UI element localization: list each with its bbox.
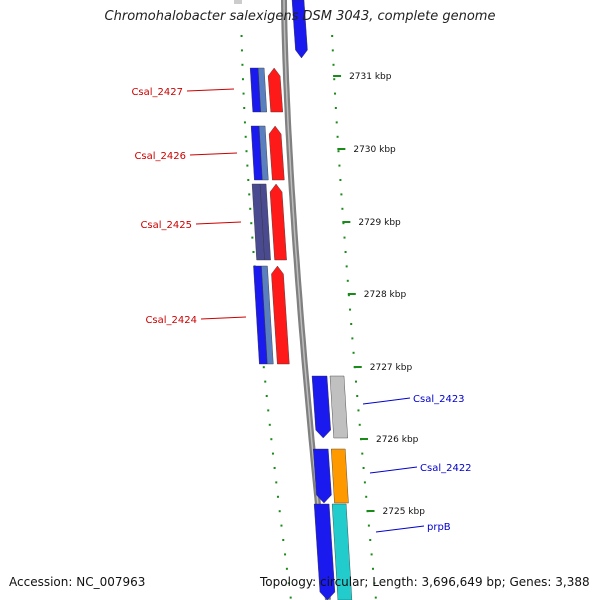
forward-cds-block — [311, 375, 331, 439]
scale-label: 2725 kbp — [383, 507, 426, 517]
reverse-cds-block — [269, 183, 287, 261]
annotation-block — [331, 503, 353, 600]
scale-labels: 2731 kbp 2730 kbp 2729 kbp 2728 kbp 2727 kbp… — [333, 72, 425, 517]
reverse-cds-block — [267, 67, 283, 113]
feature-blocks — [234, 0, 353, 600]
reverse-cds-block — [268, 125, 285, 181]
gene-connector — [189, 152, 238, 156]
gene-label: Csal_2427 — [131, 87, 183, 98]
gene-connector — [186, 88, 235, 92]
gene-connector — [195, 221, 242, 225]
gene-connector — [362, 397, 411, 405]
annotation-block — [331, 448, 349, 504]
gene-connector — [375, 525, 425, 533]
gene-label: prpB — [427, 522, 451, 533]
gene-connector — [200, 316, 247, 320]
gene-label: Csal_2425 — [140, 220, 192, 231]
partial-feature — [234, 0, 242, 4]
gene-label: Csal_2422 — [420, 463, 472, 474]
scale-label: 2731 kbp — [349, 72, 392, 82]
gene-connector — [369, 466, 418, 474]
annotation-block — [329, 375, 348, 439]
annotation-block — [261, 265, 274, 365]
gene-label: Csal_2424 — [145, 315, 197, 326]
scale-label: 2728 kbp — [364, 290, 407, 300]
annotation-block — [258, 125, 269, 181]
gene-label: Csal_2426 — [134, 151, 186, 162]
genome-backbone — [281, 0, 331, 600]
forward-cds-block — [313, 503, 336, 600]
scale-label: 2726 kbp — [376, 435, 419, 445]
reverse-cds-block — [271, 265, 290, 365]
backbone-highlight — [283, 0, 329, 600]
annotation-block — [259, 183, 271, 261]
accession-label: Accession: NC_007963 — [9, 575, 146, 589]
scale-label: 2727 kbp — [370, 363, 413, 373]
scale-label: 2729 kbp — [358, 218, 401, 228]
genome-summary: Topology: circular; Length: 3,696,649 bp… — [260, 575, 590, 589]
forward-cds-block — [313, 448, 332, 504]
gene-label: Csal_2423 — [413, 394, 465, 405]
map-title: Chromohalobacter salexigens DSM 3043, co… — [104, 9, 496, 24]
scale-label: 2730 kbp — [353, 145, 396, 155]
gene-labels: Csal_2427 Csal_2426 Csal_2425 Csal_2424 Csal… — [131, 87, 471, 533]
annotation-block — [257, 67, 267, 113]
forward-cds-block — [291, 0, 308, 59]
